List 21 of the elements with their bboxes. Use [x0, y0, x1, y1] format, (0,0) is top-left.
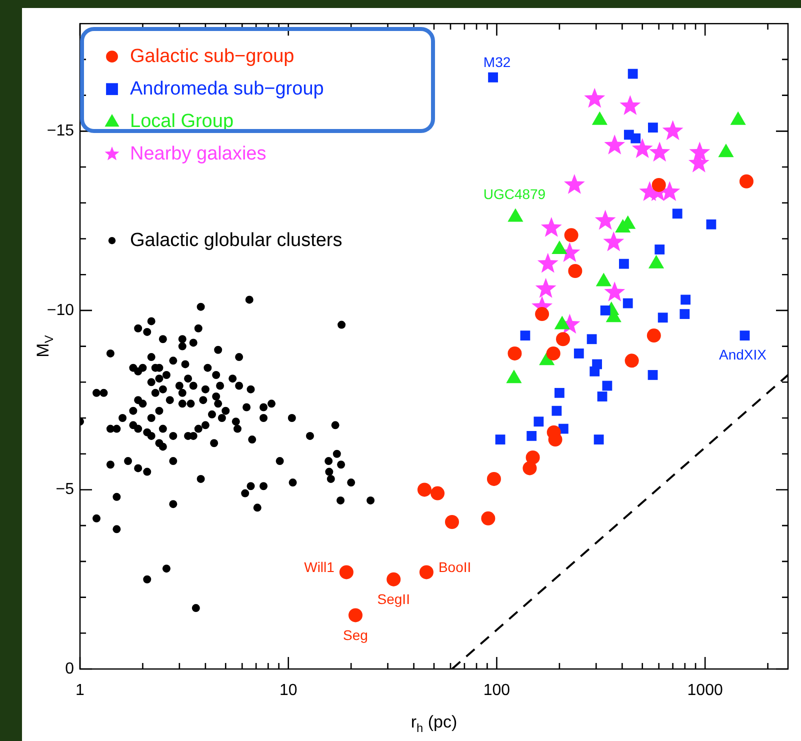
annotation: SegII	[377, 591, 410, 608]
annotation: UGC4879	[483, 186, 546, 202]
y-tick-label: −15	[46, 122, 74, 140]
annotation: Seg	[343, 627, 368, 644]
annotation: M32	[483, 54, 511, 70]
annotation: BooII	[438, 559, 472, 576]
annotation: AndXIX	[719, 346, 768, 362]
annotation: Will1	[304, 559, 335, 576]
y-axis-title: MV	[34, 335, 56, 358]
legend-label: Nearby galaxies	[130, 143, 266, 164]
x-tick-label: 10	[279, 682, 298, 700]
y-tick-label: 0	[65, 660, 74, 678]
x-tick-label: 100	[483, 682, 510, 700]
legend-label: Galactic globular clusters	[130, 230, 342, 251]
legend-label: Local Group	[130, 110, 234, 132]
y-tick-label: −10	[46, 302, 74, 319]
legend-label: Galactic sub−group	[130, 46, 294, 67]
x-tick-label: 1	[76, 682, 85, 700]
y-tick-label: −5	[56, 481, 74, 498]
x-tick-label: 1000	[687, 682, 723, 700]
legend-label: Andromeda sub−group	[130, 78, 324, 100]
